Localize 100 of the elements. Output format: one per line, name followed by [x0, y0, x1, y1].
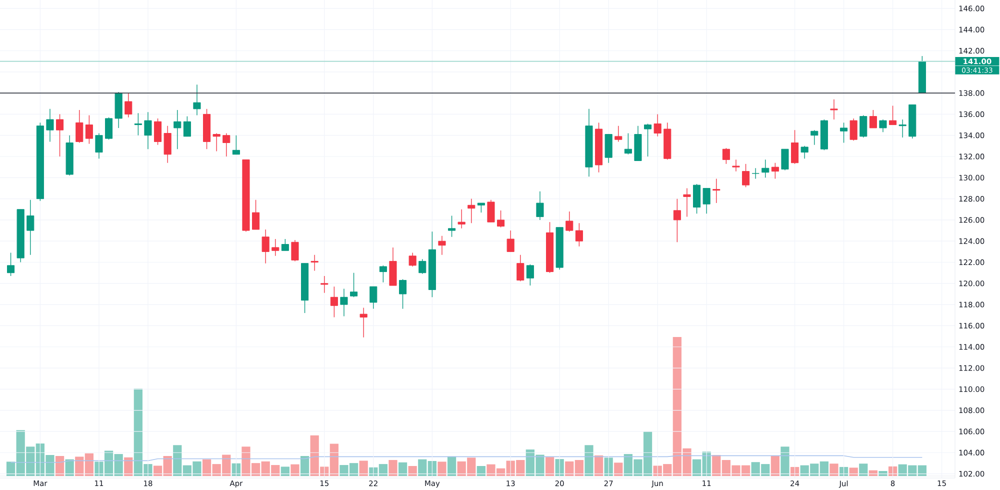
candlestick: [526, 264, 534, 286]
candlestick: [683, 188, 691, 218]
candlestick: [379, 265, 387, 283]
candlestick: [183, 116, 191, 137]
candlestick: [281, 238, 289, 251]
candlestick: [330, 286, 338, 318]
candlestick: [232, 135, 240, 155]
candlestick: [262, 229, 270, 264]
candlestick: [830, 99, 838, 120]
bar: [476, 466, 486, 476]
bar: [280, 466, 290, 476]
candlestick: [46, 108, 54, 142]
candlestick: [468, 198, 476, 224]
candlestick: [438, 235, 446, 256]
candlestick: [154, 118, 162, 146]
candlestick: [360, 307, 368, 338]
bar: [65, 459, 74, 476]
candlestick: [320, 276, 328, 294]
bar: [408, 466, 417, 476]
candlestick: [212, 132, 220, 152]
candlestick: [291, 240, 299, 262]
bar: [849, 468, 858, 476]
candlestick: [869, 110, 877, 128]
candlestick: [487, 200, 495, 222]
candlestick: [164, 125, 172, 164]
bar: [124, 457, 133, 476]
candlestick: [566, 211, 574, 232]
candlestick: [134, 112, 142, 136]
candlestick: [497, 210, 505, 228]
candlestick: [879, 119, 887, 133]
candlestick: [762, 159, 770, 178]
bar: [830, 464, 838, 476]
candlestick: [399, 278, 407, 310]
bar: [447, 456, 456, 476]
bar: [438, 462, 446, 476]
candlestick: [791, 130, 799, 164]
bar: [614, 462, 623, 476]
candlestick: [272, 238, 280, 256]
candlestick: [76, 110, 84, 144]
bar: [398, 462, 408, 476]
candlestick: [624, 132, 632, 155]
candlestick: [732, 159, 740, 172]
bar: [584, 445, 594, 476]
candlestick: [124, 92, 132, 118]
candlestick: [850, 118, 858, 141]
candlestick: [222, 132, 230, 157]
candlestick: [105, 117, 113, 140]
candlestick: [26, 200, 34, 256]
candlestick: [654, 114, 662, 137]
candlestick: [56, 114, 64, 157]
bar: [770, 456, 780, 476]
bar: [388, 460, 398, 476]
candlestick: [781, 148, 789, 171]
candlestick: [340, 288, 348, 317]
candlestick: [693, 184, 701, 214]
bar: [594, 455, 604, 476]
candlestick: [888, 105, 897, 126]
candlestick: [810, 130, 818, 146]
candlestick: [752, 168, 760, 180]
bar: [878, 470, 888, 476]
bar: [604, 458, 613, 476]
candlestick: [898, 119, 906, 138]
bar: [55, 456, 64, 476]
candlestick: [448, 215, 456, 238]
candlestick: [575, 222, 583, 247]
candlestick: [506, 230, 514, 252]
candlestick: [800, 146, 808, 159]
candlestick: [860, 114, 868, 138]
candlestick: [536, 191, 544, 220]
candlestick: [702, 188, 710, 214]
candlestick: [350, 272, 358, 298]
candlestick: [174, 110, 182, 150]
candlestick: [418, 258, 426, 274]
candlestick: [408, 252, 416, 267]
candlestick: [85, 114, 93, 144]
candlestick: [144, 112, 152, 150]
candlestick: [7, 252, 15, 276]
candlestick: [252, 200, 260, 230]
candlestick: [614, 125, 622, 142]
candlestick: [95, 132, 103, 159]
candlestick: [712, 178, 720, 204]
candlestick: [840, 122, 848, 144]
candlestick: [644, 123, 652, 157]
bar: [555, 459, 564, 476]
candlestick: [604, 134, 612, 164]
candlestick: [310, 254, 318, 272]
bar: [545, 457, 554, 476]
candlestick: [673, 198, 681, 243]
candlestick: [722, 148, 730, 164]
bar: [859, 464, 868, 476]
bar: [300, 456, 310, 476]
candlestick: [516, 254, 524, 282]
bar: [290, 464, 300, 476]
candlestick: [477, 202, 485, 213]
candlestick: [771, 162, 779, 180]
candlestick: [193, 84, 201, 116]
bar: [780, 446, 790, 476]
bar: [359, 460, 368, 476]
candlestick: [370, 286, 378, 310]
candlestick: [742, 164, 750, 188]
